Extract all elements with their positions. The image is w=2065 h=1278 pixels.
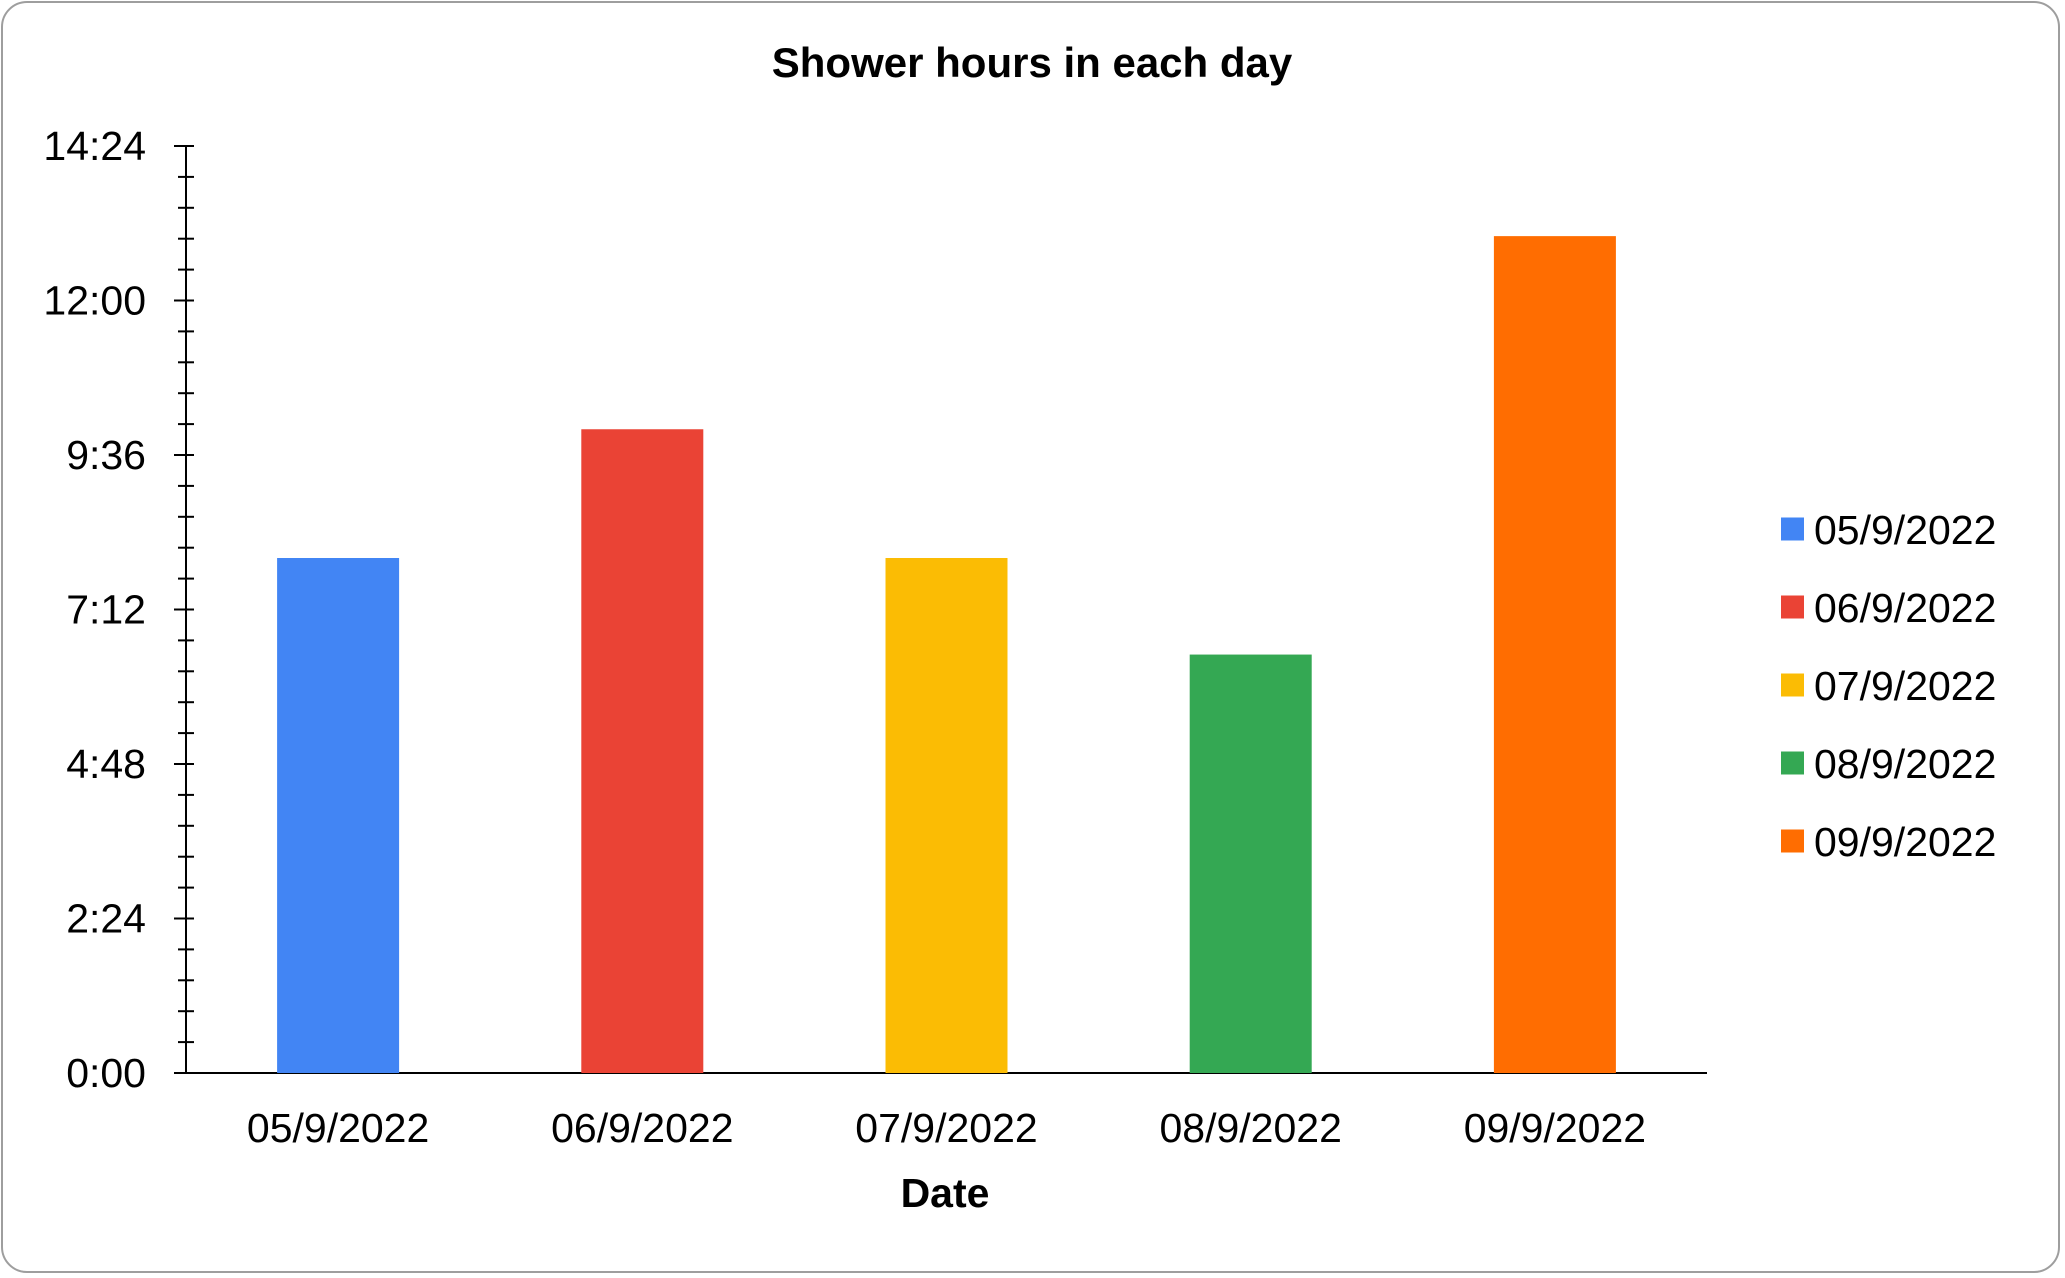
legend-swatch — [1781, 829, 1804, 853]
bar — [1493, 236, 1616, 1073]
x-tick-label: 06/9/2022 — [551, 1105, 733, 1151]
legend-swatch — [1781, 673, 1804, 697]
x-tick-label: 09/9/2022 — [1464, 1105, 1646, 1151]
y-tick-label: 2:24 — [66, 896, 146, 942]
legend-swatch — [1781, 595, 1804, 619]
chart-title: Shower hours in each day — [772, 39, 1293, 86]
legend-label: 08/9/2022 — [1814, 741, 1996, 787]
y-tick-label: 9:36 — [66, 432, 146, 478]
x-tick-label: 08/9/2022 — [1159, 1105, 1341, 1151]
legend-label: 05/9/2022 — [1814, 507, 1996, 553]
bar — [277, 558, 400, 1073]
legend-label: 09/9/2022 — [1814, 819, 1996, 865]
x-tick-label: 07/9/2022 — [855, 1105, 1037, 1151]
legend-swatch — [1781, 751, 1804, 775]
legend-label: 06/9/2022 — [1814, 585, 1996, 631]
bar — [581, 429, 704, 1073]
x-axis: 05/9/2022 06/9/2022 07/9/2022 08/9/2022 09/9… — [186, 1072, 1707, 1151]
y-tick-label: 14:24 — [43, 123, 146, 169]
x-axis-title: Date — [901, 1170, 990, 1216]
legend-label: 07/9/2022 — [1814, 663, 1996, 709]
bar — [1189, 654, 1312, 1073]
x-tick-label: 05/9/2022 — [247, 1105, 429, 1151]
y-tick-label: 0:00 — [66, 1050, 146, 1096]
legend-swatch — [1781, 517, 1804, 541]
y-tick-label: 12:00 — [43, 278, 146, 324]
legend: 05/9/2022 06/9/2022 07/9/2022 08/9/2022 09/9… — [1781, 507, 1996, 865]
y-tick-label: 4:48 — [66, 741, 146, 787]
y-tick-label: 7:12 — [66, 587, 146, 633]
bar — [885, 558, 1008, 1073]
bars — [277, 236, 1616, 1073]
y-axis: 0:00 2:24 4:48 7:12 9:36 12:00 14:24 — [43, 123, 194, 1096]
